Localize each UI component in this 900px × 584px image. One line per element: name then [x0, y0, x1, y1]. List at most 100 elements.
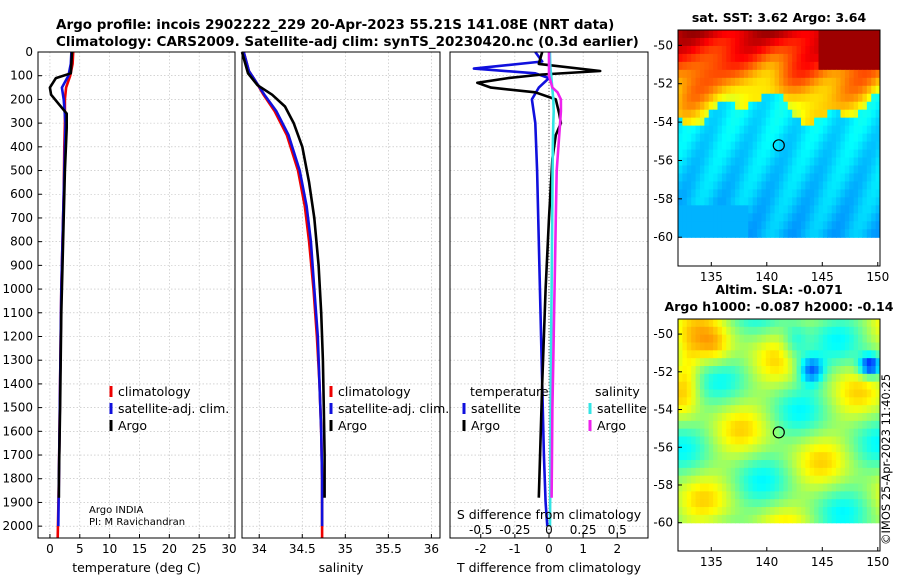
- map-cell: [866, 366, 872, 375]
- map-cell: [805, 53, 811, 63]
- map-cell: [787, 221, 793, 230]
- map-cell: [796, 358, 802, 367]
- map-y-tick-label: -58: [653, 478, 673, 492]
- map-cell: [721, 397, 727, 406]
- map-cell: [818, 101, 824, 111]
- map-cell: [783, 389, 789, 398]
- map-cell: [699, 483, 705, 492]
- map-cell: [849, 205, 855, 214]
- map-cell: [743, 197, 749, 206]
- map-cell: [853, 507, 859, 516]
- map-cell: [682, 149, 688, 159]
- map-cell: [748, 428, 754, 438]
- map-cell: [730, 37, 736, 47]
- map-cell: [800, 30, 806, 39]
- map-cell: [735, 181, 741, 190]
- map-cell: [748, 358, 754, 367]
- map-cell: [713, 397, 719, 406]
- map-cell: [822, 342, 828, 351]
- map-cell: [761, 109, 767, 119]
- map-cell: [708, 499, 714, 508]
- map-cell: [836, 157, 842, 167]
- map-cell: [827, 93, 833, 103]
- map-cell: [858, 149, 864, 159]
- map-cell: [805, 165, 811, 175]
- map-cell: [752, 381, 758, 391]
- map-cell: [792, 491, 798, 500]
- map-cell: [735, 197, 741, 206]
- map-cell: [757, 213, 763, 222]
- map-cell: [779, 141, 784, 151]
- map-cell: [770, 61, 776, 71]
- map-cell: [761, 53, 767, 63]
- map-cell: [735, 133, 741, 143]
- map-cell: [678, 93, 683, 103]
- map-cell: [844, 77, 850, 87]
- map-cell: [853, 53, 859, 63]
- map-cell: [752, 109, 758, 119]
- map-cell: [761, 436, 767, 445]
- x-tick-label: 34.5: [289, 542, 316, 556]
- map-cell: [765, 381, 771, 391]
- map-cell: [770, 389, 776, 398]
- map-cell: [757, 141, 763, 151]
- series-line-satellite-adj-clim-: [242, 51, 324, 527]
- map-cell: [862, 77, 868, 87]
- map-cell: [853, 467, 859, 477]
- map-cell: [726, 452, 732, 461]
- map-cell: [792, 213, 798, 222]
- map-cell: [717, 460, 723, 469]
- map-cell: [875, 221, 880, 230]
- legend-entry: Argo: [471, 418, 500, 433]
- map-cell: [739, 101, 745, 111]
- map-cell: [678, 389, 683, 398]
- map-cell: [844, 173, 850, 183]
- map-cell: [739, 373, 745, 383]
- map-cell: [866, 197, 872, 206]
- map-cell: [699, 405, 705, 414]
- map-cell: [757, 93, 763, 103]
- map-cell: [805, 109, 811, 119]
- map-cell: [682, 475, 688, 485]
- map-cell: [779, 491, 784, 500]
- map-cell: [796, 334, 802, 344]
- map-cell: [827, 507, 833, 516]
- map-cell: [827, 452, 833, 461]
- map-cell: [800, 141, 806, 151]
- map-cell: [844, 358, 850, 367]
- map-cell: [713, 109, 719, 119]
- map-cell: [774, 452, 780, 461]
- map-cell: [818, 141, 824, 151]
- map-cell: [796, 319, 802, 328]
- map-cell: [783, 101, 789, 111]
- map-cell: [836, 53, 842, 63]
- map-cell: [770, 205, 776, 214]
- map-cell: [809, 93, 815, 103]
- map-cell: [735, 141, 741, 151]
- map-cell: [783, 77, 789, 87]
- map-cell: [721, 149, 727, 159]
- map-cell: [730, 491, 736, 500]
- map-cell: [774, 149, 780, 159]
- map-cell: [814, 197, 820, 206]
- map-cell: [699, 397, 705, 406]
- map-cell: [818, 117, 824, 127]
- map-cell: [836, 436, 842, 445]
- map-cell: [708, 141, 714, 151]
- map-cell: [708, 117, 714, 127]
- map-cell: [862, 491, 868, 500]
- map-cell: [757, 334, 763, 344]
- map-cell: [730, 326, 736, 336]
- x-tick-label: 10: [102, 542, 117, 556]
- map-cell: [682, 221, 688, 230]
- map-cell: [721, 358, 727, 367]
- map-cell: [840, 491, 846, 500]
- map-cell: [818, 452, 824, 461]
- map-cell: [739, 460, 745, 469]
- map-cell: [757, 350, 763, 359]
- map-cell: [858, 117, 864, 127]
- map-cell: [739, 428, 745, 438]
- map-cell: [827, 499, 833, 508]
- map-cell: [678, 350, 683, 359]
- map-cell: [809, 507, 815, 516]
